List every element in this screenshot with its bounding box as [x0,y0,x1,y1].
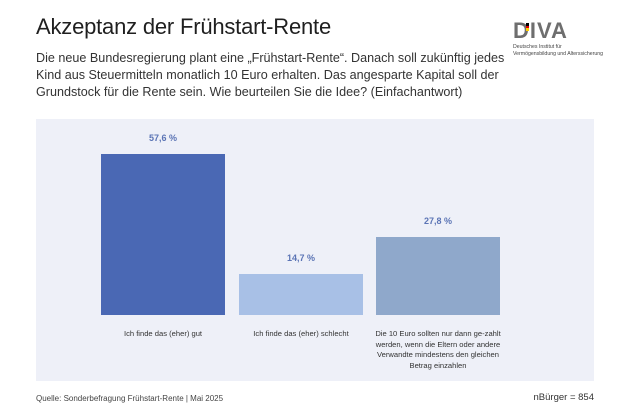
value-label-3: 27,8 % [423,216,453,227]
value-label-1: 57,6 % [148,132,178,143]
category-label-2: Ich finde das (eher) schlecht [253,329,349,338]
chart-title: Akzeptanz der Frühstart-Rente [36,14,332,39]
flag-icon [526,23,529,31]
bar-2 [239,273,363,315]
logo-word: DIVA [513,18,568,43]
sample-size: nBürger = 854 [533,392,594,403]
flag-stripe-gold [526,28,529,31]
flag-stripe-red [526,25,529,29]
category-label-1: Ich finde das (eher) gut [123,329,203,338]
bar-1 [101,153,225,315]
diva-logo: DIVA Deutsches Institut für Vermögensbil… [513,20,613,57]
logo-subline-1: Deutsches Institut für [513,44,562,50]
value-label-2: 14,7 % [286,252,316,263]
flag-stripe-black [526,23,529,26]
category-label-3: Die 10 Euro sollten nur dann ge-zahlt we… [375,329,501,370]
bar-3 [376,237,500,315]
source-note: Quelle: Sonderbefragung Frühstart-Rente … [36,394,224,403]
chart-panel: 57,6 % Ich finde das (eher) gut 14,7 % Ich … [36,119,594,381]
question-text: Die neue Bundesregierung plant eine „Frü… [36,51,505,99]
logo-wordmark: DIVA [513,20,613,42]
logo-subline-2: Vermögensbildung und Alterssicherung [513,50,603,57]
